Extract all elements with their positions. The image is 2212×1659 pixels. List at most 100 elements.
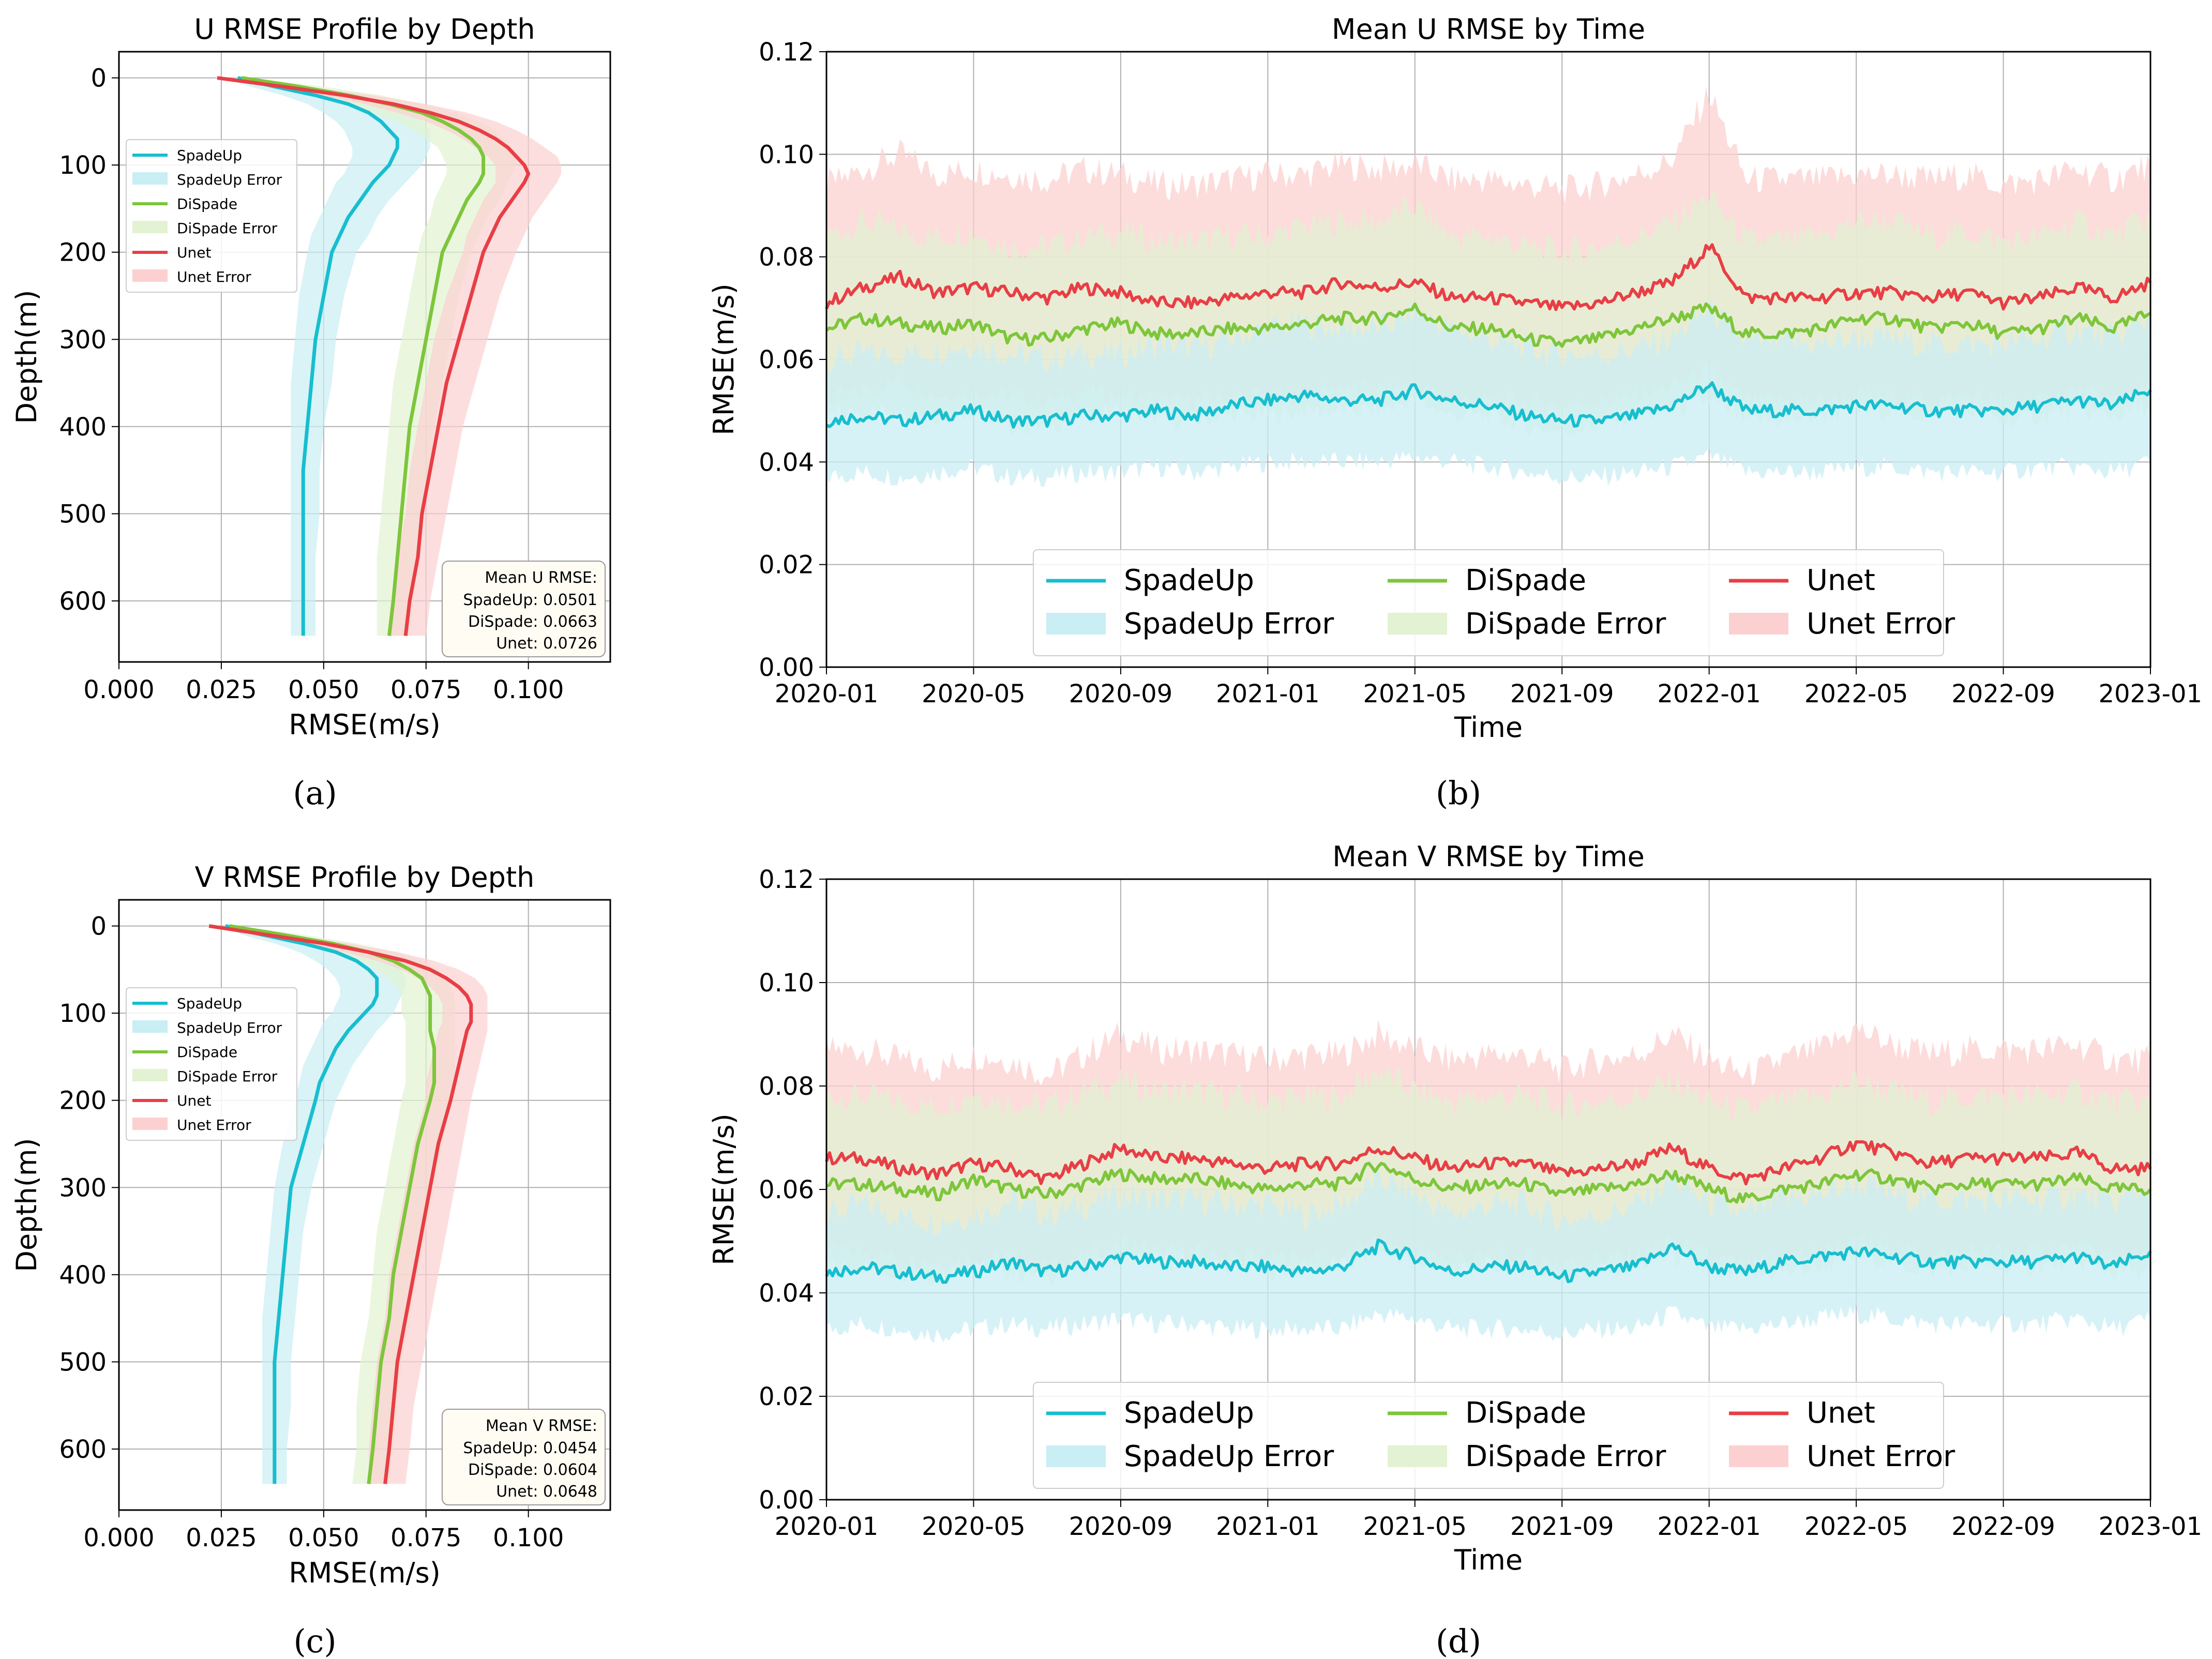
legend-swatch-spadeup-error <box>1046 613 1106 635</box>
legend-label: DiSpade <box>1465 1396 1586 1430</box>
x-tick-label: 2020-09 <box>1069 680 1173 708</box>
legend-label: SpadeUp <box>177 995 242 1012</box>
x-tick-label: 0.050 <box>288 675 359 704</box>
series-line-dispade <box>229 924 437 1484</box>
series-line-spadeup <box>825 381 2152 429</box>
error-band-spadeup <box>826 297 2150 487</box>
y-tick-label: 100 <box>59 999 107 1028</box>
y-tick-label: 300 <box>59 325 107 354</box>
y-tick-label: 500 <box>59 500 107 529</box>
legend-label: DiSpade Error <box>177 1068 278 1085</box>
legend-label: SpadeUp <box>1124 564 1254 597</box>
series-line-spadeup <box>225 924 379 1484</box>
subfigure-caption: (b) <box>1436 774 1481 812</box>
y-tick-label: 0.06 <box>759 1175 814 1204</box>
y-tick-label: 0.12 <box>759 865 814 894</box>
x-tick-label: 2021-09 <box>1510 680 1614 708</box>
legend-label: Unet Error <box>177 268 251 285</box>
legend-label: DiSpade <box>177 1044 237 1061</box>
y-tick-label: 0.04 <box>759 1279 814 1308</box>
x-tick-label: 2022-09 <box>1951 680 2055 708</box>
y-tick-label: 500 <box>59 1348 107 1377</box>
y-tick-label: 400 <box>59 1261 107 1290</box>
subfigure-caption: (d) <box>1436 1622 1481 1659</box>
x-tick-label: 2022-01 <box>1657 1512 1761 1541</box>
chart-title: Mean V RMSE by Time <box>1332 840 1645 873</box>
y-tick-label: 0.06 <box>759 345 814 374</box>
legend-box <box>1033 549 1944 656</box>
x-tick-label: 2022-09 <box>1951 1512 2055 1541</box>
x-axis-label: Time <box>1454 1544 1523 1576</box>
time-series-chart-b: 0.00 0.02 0.04 0.06 0.08 0.10 0.12 2020-01 2020-… <box>708 13 2202 744</box>
y-axis-label: RMSE(m/s) <box>708 283 740 435</box>
legend-label: Unet Error <box>1807 1440 1955 1473</box>
y-tick-label: 0.08 <box>759 1072 814 1101</box>
legend-box <box>1033 1382 1944 1489</box>
series-line-dispade <box>825 302 2151 348</box>
legend-label: DiSpade Error <box>177 220 278 237</box>
y-tick-label: 600 <box>59 587 107 616</box>
y-tick-label: 100 <box>59 151 107 180</box>
stats-title: Mean U RMSE: <box>485 569 597 587</box>
legend-label: SpadeUp <box>1124 1396 1254 1430</box>
y-tick-label: 0 <box>91 64 107 93</box>
x-tick-label: 2022-05 <box>1804 680 1908 708</box>
x-tick-label: 2021-09 <box>1510 1512 1614 1541</box>
legend-swatch-dispade-error <box>1388 613 1447 635</box>
y-tick-label: 0.02 <box>759 1382 814 1411</box>
x-tick-label: 2021-05 <box>1363 680 1467 708</box>
error-band-spadeup <box>221 926 406 1484</box>
subfigure-caption: (c) <box>293 1622 336 1659</box>
legend-label: SpadeUp Error <box>1124 607 1334 641</box>
error-band-dispade <box>233 78 516 636</box>
legend-label: DiSpade <box>177 195 237 213</box>
series-line-unet <box>208 924 473 1484</box>
y-tick-label: 0.10 <box>759 969 814 998</box>
x-tick-label: 2021-05 <box>1363 1512 1467 1541</box>
x-tick-label: 0.100 <box>493 675 564 704</box>
error-band-spadeup <box>229 78 430 636</box>
depth-profile-chart-a: 0.000 0.025 0.050 0.075 0.100 0 100 200 300 400 50… <box>10 13 611 741</box>
x-axis-label: RMSE(m/s) <box>289 708 441 741</box>
y-tick-label: 0 <box>91 912 107 941</box>
x-tick-label: 0.025 <box>186 1524 257 1552</box>
stats-box <box>442 561 606 657</box>
legend-swatch-dispade-error <box>132 221 168 233</box>
stats-box <box>442 1409 606 1505</box>
x-axis-label: Time <box>1454 711 1523 744</box>
legend-swatch-spadeup-error <box>132 1020 168 1033</box>
x-axis-label: RMSE(m/s) <box>289 1557 441 1589</box>
y-tick-label: 0.04 <box>759 448 814 477</box>
y-tick-label: 0.00 <box>759 1486 814 1515</box>
plot-frame <box>118 51 611 663</box>
legend-label: SpadeUp Error <box>177 1019 282 1036</box>
legend-swatch-unet-error <box>132 1118 168 1130</box>
y-tick-label: 600 <box>59 1435 107 1464</box>
x-tick-label: 2020-01 <box>775 1512 879 1541</box>
legend-swatch-unet-error <box>1729 613 1788 635</box>
x-tick-label: 0.100 <box>493 1524 564 1552</box>
legend-label: Unet <box>177 1092 211 1109</box>
y-axis-label: Depth(m) <box>10 290 43 424</box>
legend-swatch-unet-error <box>132 269 168 282</box>
x-tick-label: 0.075 <box>390 1524 461 1552</box>
x-tick-label: 0.050 <box>288 1524 359 1552</box>
legend-swatch-unet-error <box>1729 1445 1788 1467</box>
x-tick-label: 0.000 <box>83 675 154 704</box>
x-tick-label: 2020-01 <box>775 680 879 708</box>
subfigure-caption: (a) <box>293 774 337 812</box>
x-tick-label: 0.000 <box>83 1524 154 1552</box>
y-tick-label: 400 <box>59 413 107 442</box>
chart-title: V RMSE Profile by Depth <box>195 861 535 894</box>
y-tick-label: 0.12 <box>759 38 814 67</box>
legend-label: DiSpade Error <box>1465 607 1666 641</box>
legend-label: SpadeUp Error <box>1124 1440 1334 1473</box>
error-band-spadeup <box>826 1164 2150 1344</box>
stats-line: DiSpade: 0.0604 <box>468 1461 597 1479</box>
legend-swatch-spadeup-error <box>1046 1445 1106 1467</box>
legend-label: SpadeUp <box>177 147 242 164</box>
stats-line: SpadeUp: 0.0501 <box>463 591 597 609</box>
stats-line: Unet: 0.0648 <box>496 1483 597 1501</box>
legend-label: Unet Error <box>1807 607 1955 641</box>
